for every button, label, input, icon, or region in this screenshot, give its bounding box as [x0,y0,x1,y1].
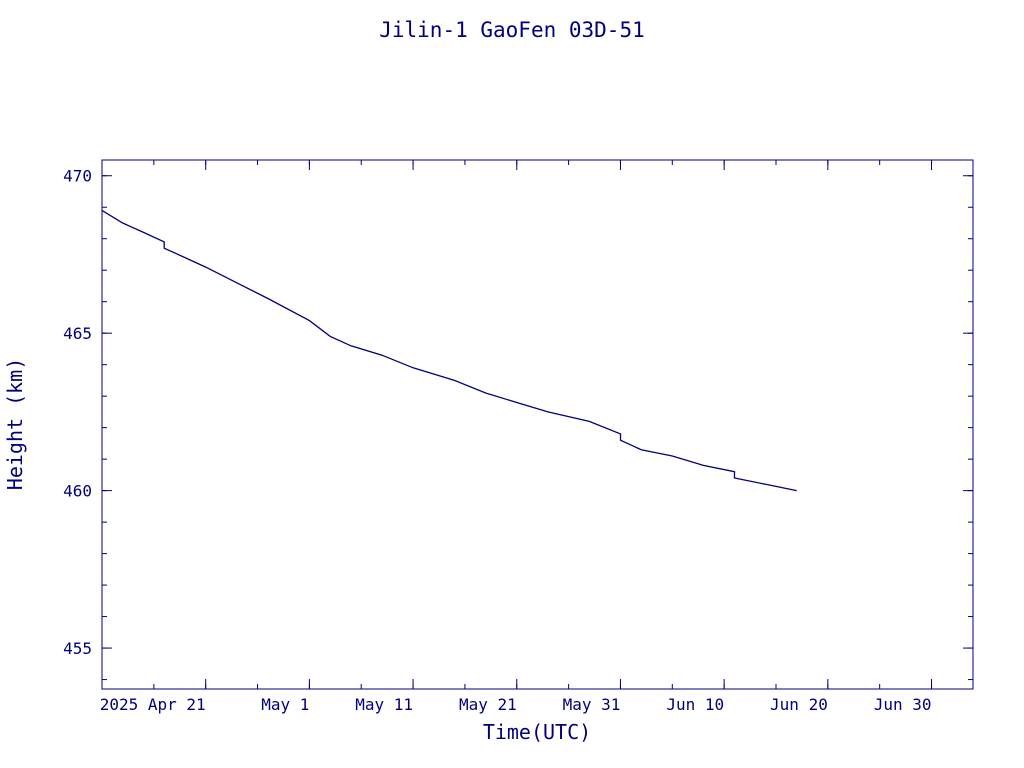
x-axis-title: Time(UTC) [483,720,591,744]
x-tick-labels: 2025 Apr 21 May 1 May 11 May 21 May 31 Jun 10… [100,695,932,714]
y-tick-labels: 455 460 465 470 [63,167,92,658]
x-ticks [153,160,933,689]
height-series-line [101,209,797,492]
y-tick-label: 465 [63,324,92,343]
y-ticks [102,175,973,681]
x-tick-label: May 1 [261,695,309,714]
x-tick-label: May 21 [459,695,517,714]
x-tick-label: May 11 [355,695,413,714]
x-tick-label: Jun 30 [874,695,932,714]
y-axis-title: Height (km) [3,358,27,490]
chart-title: Jilin-1 GaoFen 03D-51 [379,18,645,42]
y-tick-label: 460 [63,482,92,501]
x-tick-label: Jun 10 [666,695,724,714]
x-tick-label: Jun 20 [770,695,828,714]
x-tick-label: May 31 [563,695,621,714]
x-tick-label: 2025 Apr 21 [100,695,206,714]
plot-frame [101,159,974,690]
y-tick-label: 470 [63,167,92,186]
y-tick-label: 455 [63,639,92,658]
